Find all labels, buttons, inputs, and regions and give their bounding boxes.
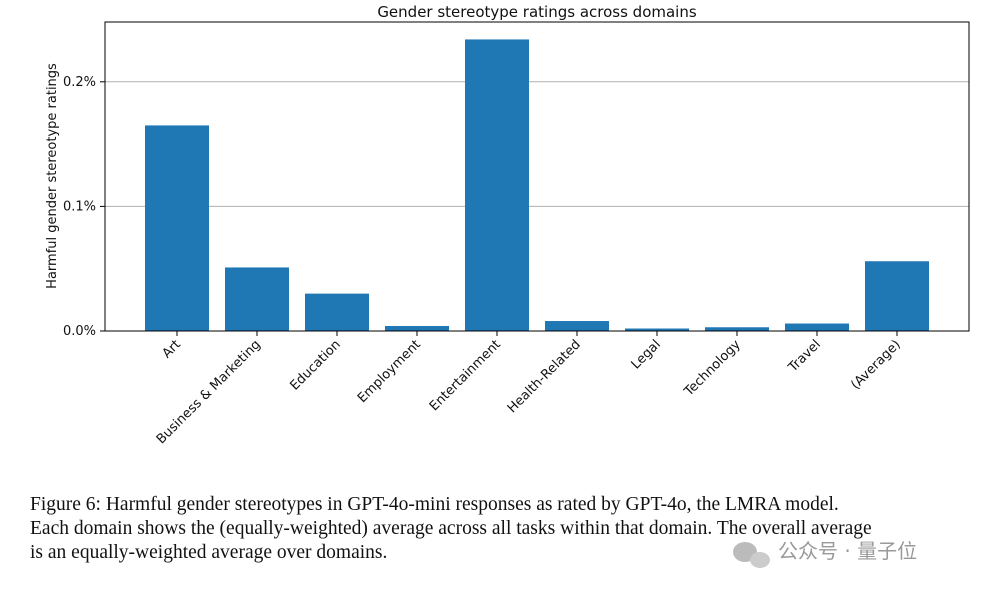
bar [385, 326, 449, 331]
bar [625, 328, 689, 331]
y-tick-label: 0.0% [63, 324, 96, 339]
watermark-icon [733, 542, 770, 568]
y-tick-label: 0.2% [63, 75, 96, 90]
caption-line: Figure 6: Harmful gender stereotypes in … [30, 494, 839, 515]
bar [785, 323, 849, 331]
x-tick-label: Health-Related [505, 337, 584, 416]
chart-title: Gender stereotype ratings across domains [377, 3, 697, 21]
caption-line: is an equally-weighted average over doma… [30, 542, 387, 563]
x-tick-label: Legal [629, 337, 664, 372]
bar [305, 293, 369, 331]
plot-frame [104, 21, 970, 332]
x-tick-label: Art [160, 337, 184, 361]
x-tick-label: Entertainment [427, 337, 504, 414]
watermark: 公众号 · 量子位 [778, 539, 917, 563]
x-tick-label: Travel [785, 337, 824, 376]
bar [545, 321, 609, 331]
x-tick-label: Education [287, 337, 343, 393]
y-tick-label: 0.1% [63, 199, 96, 214]
x-tick-label: (Average) [848, 337, 904, 393]
bar [465, 39, 529, 332]
caption-line: Each domain shows the (equally-weighted)… [30, 518, 872, 539]
x-tick-label: Technology [681, 337, 744, 400]
y-axis-label: Harmful gender stereotype ratings [45, 63, 60, 289]
x-tick-label: Employment [355, 337, 424, 406]
bar [705, 327, 769, 331]
bar [865, 261, 929, 331]
bar [145, 125, 209, 332]
bar [225, 267, 289, 331]
